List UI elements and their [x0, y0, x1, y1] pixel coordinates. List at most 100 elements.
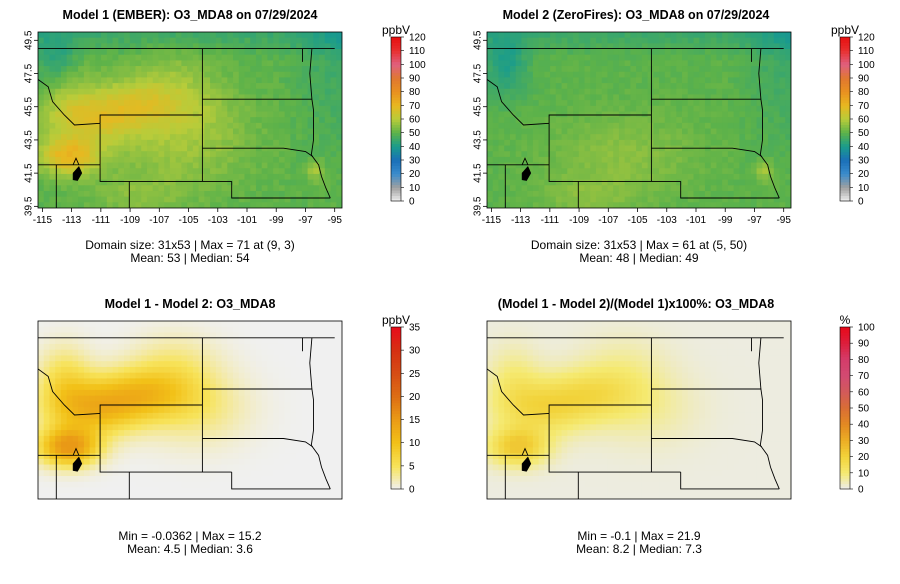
grid-cell: [642, 77, 648, 83]
grid-cell: [176, 117, 182, 123]
grid-cell: [136, 38, 142, 44]
grid-cell: [533, 100, 539, 106]
grid-cell: [90, 453, 96, 459]
grid-cell: [233, 327, 239, 333]
grid-cell: [147, 396, 153, 402]
grid-cell: [516, 180, 522, 186]
grid-cell: [193, 168, 199, 174]
grid-cell: [113, 488, 119, 494]
grid-cell: [762, 60, 768, 66]
grid-cell: [158, 146, 164, 152]
grid-cell: [216, 378, 222, 384]
grid-cell: [636, 197, 642, 203]
grid-cell: [233, 77, 239, 83]
grid-cell: [176, 465, 182, 471]
grid-cell: [67, 163, 73, 169]
grid-cell: [262, 350, 268, 356]
grid-cell: [118, 49, 124, 55]
grid-cell: [688, 163, 694, 169]
grid-cell: [72, 60, 78, 66]
grid-cell: [199, 338, 205, 344]
grid-cell: [313, 367, 319, 373]
grid-cell: [38, 151, 44, 157]
grid-cell: [642, 191, 648, 197]
grid-cell: [590, 163, 596, 169]
grid-cell: [164, 106, 170, 112]
grid-cell: [596, 60, 602, 66]
grid-cell: [90, 470, 96, 476]
grid-cell: [313, 117, 319, 123]
grid-cell: [682, 140, 688, 146]
grid-cell: [204, 72, 210, 78]
grid-cell: [556, 77, 562, 83]
grid-cell: [290, 49, 296, 55]
grid-cell: [158, 89, 164, 95]
grid-cell: [521, 94, 527, 100]
grid-cell: [602, 72, 608, 78]
grid-cell: [331, 168, 337, 174]
grid-cell: [176, 482, 182, 488]
grid-cell: [521, 129, 527, 135]
grid-cell: [164, 459, 170, 465]
grid-cell: [302, 419, 308, 425]
grid-cell: [84, 396, 90, 402]
grid-cell: [659, 106, 665, 112]
grid-cell: [38, 453, 44, 459]
grid-cell: [107, 390, 113, 396]
grid-cell: [590, 32, 596, 38]
grid-cell: [757, 117, 763, 123]
grid-cell: [136, 157, 142, 163]
grid-cell: [751, 66, 757, 72]
grid-cell: [722, 129, 728, 135]
grid-cell: [521, 55, 527, 61]
grid-cell: [164, 430, 170, 436]
grid-cell: [170, 168, 176, 174]
grid-cell: [596, 129, 602, 135]
grid-cell: [745, 106, 751, 112]
grid-cell: [487, 49, 493, 55]
grid-cell: [768, 140, 774, 146]
grid-cell: [210, 140, 216, 146]
grid-cell: [290, 66, 296, 72]
grid-cell: [296, 470, 302, 476]
grid-cell: [233, 407, 239, 413]
grid-cell: [602, 55, 608, 61]
grid-cell: [239, 321, 245, 327]
grid-cell: [493, 129, 499, 135]
grid-cell: [210, 488, 216, 494]
grid-cell: [199, 191, 205, 197]
grid-cell: [204, 89, 210, 95]
grid-cell: [222, 378, 228, 384]
grid-cell: [170, 77, 176, 83]
grid-cell: [267, 482, 273, 488]
grid-cell: [181, 361, 187, 367]
grid-cell: [688, 168, 694, 174]
grid-cell: [716, 100, 722, 106]
grid-cell: [38, 157, 44, 163]
grid-cell: [319, 378, 325, 384]
grid-cell: [44, 111, 50, 117]
grid-cell: [550, 106, 556, 112]
grid-cell: [699, 151, 705, 157]
grid-cell: [319, 355, 325, 361]
grid-cell: [267, 407, 273, 413]
grid-cell: [279, 89, 285, 95]
grid-cell: [141, 106, 147, 112]
grid-cell: [602, 32, 608, 38]
grid-cell: [227, 419, 233, 425]
grid-cell: [722, 38, 728, 44]
grid-cell: [579, 60, 585, 66]
grid-cell: [319, 338, 325, 344]
grid-cell: [222, 430, 228, 436]
grid-cell: [222, 350, 228, 356]
grid-cell: [181, 185, 187, 191]
grid-cell: [596, 174, 602, 180]
grid-cell: [331, 89, 337, 95]
grid-cell: [659, 140, 665, 146]
grid-cell: [176, 197, 182, 203]
grid-cell: [688, 32, 694, 38]
grid-cell: [170, 321, 176, 327]
grid-cell: [187, 355, 193, 361]
grid-cell: [602, 180, 608, 186]
grid-cell: [55, 55, 61, 61]
